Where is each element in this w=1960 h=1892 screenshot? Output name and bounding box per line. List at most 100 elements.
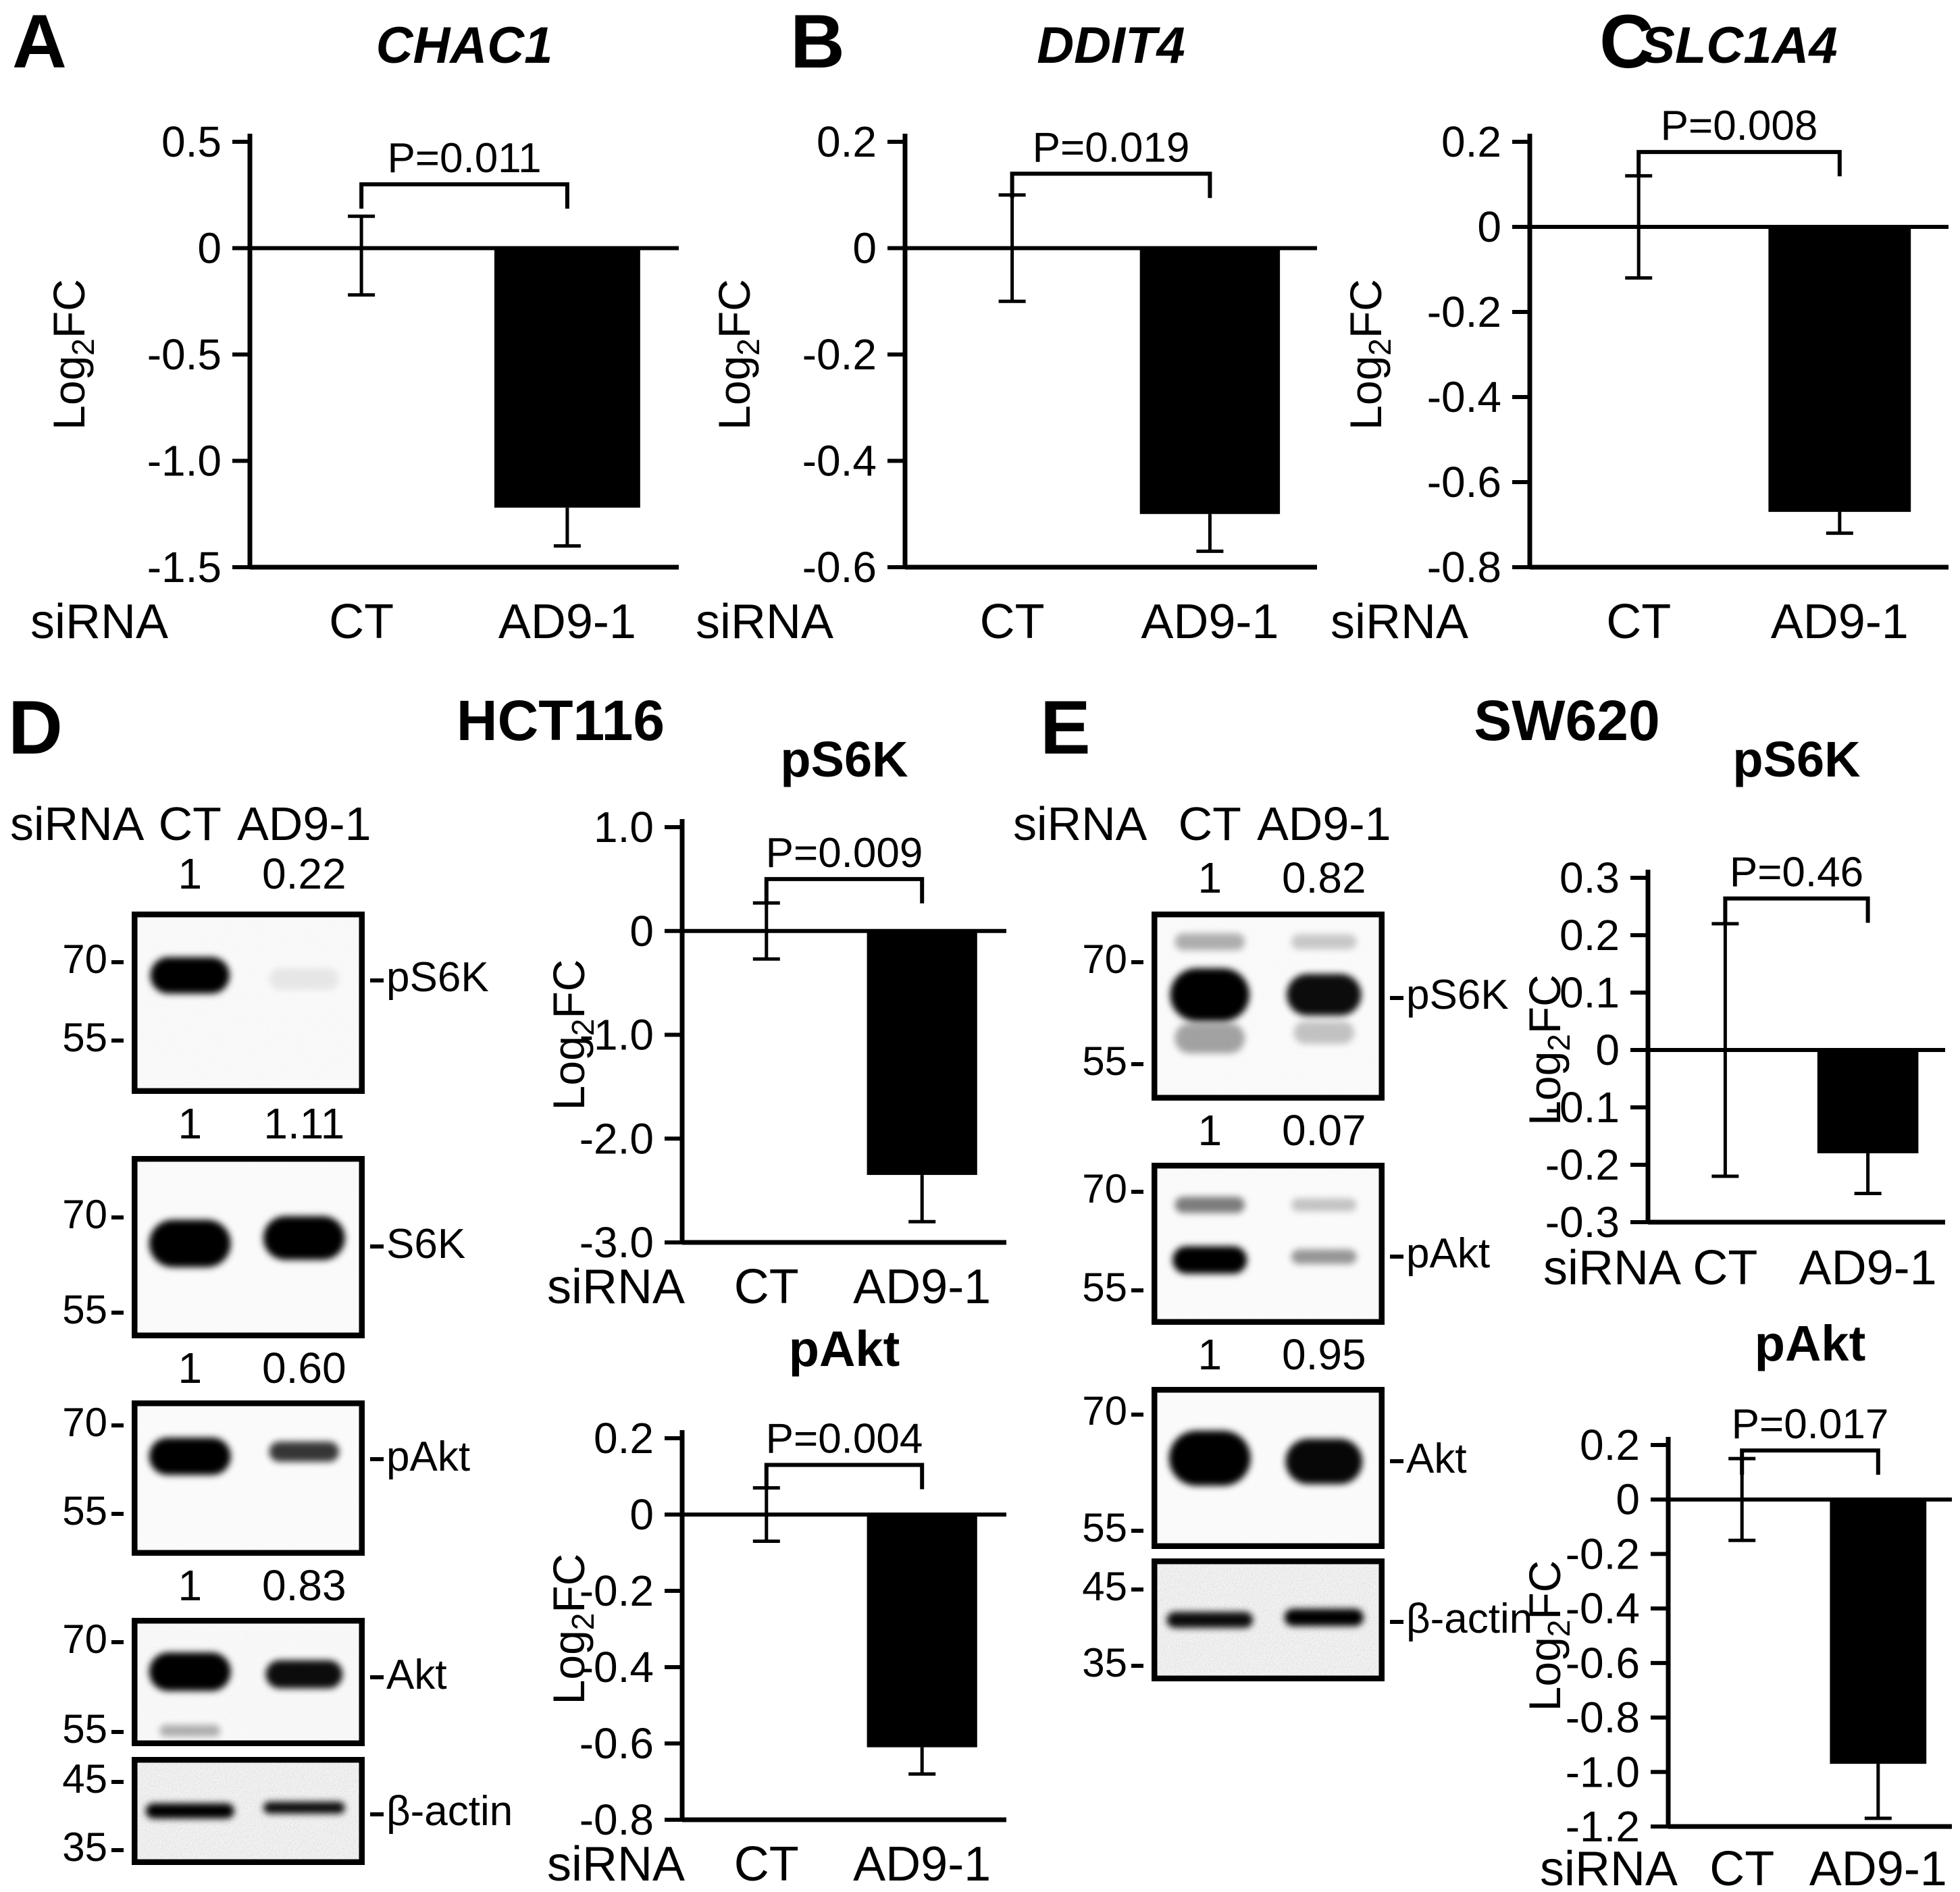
y-tick-label: 0 — [1595, 1026, 1620, 1074]
blot-image-pS6K — [1151, 911, 1385, 1104]
x-category-ct: CT — [1606, 595, 1671, 649]
x-category-ct: CT — [734, 1260, 799, 1314]
panel-label-c: C — [1599, 0, 1654, 84]
y-tick-label: -1.2 — [1566, 1802, 1640, 1851]
blot-image-beta-actin — [1151, 1558, 1385, 1685]
blot-lane-label: AD9-1 — [1257, 797, 1391, 850]
chart-title: CHAC1 — [376, 17, 553, 74]
blot-protein-label: S6K — [370, 1220, 466, 1267]
label-tick — [1390, 1255, 1403, 1259]
mw-marker-55: 55 — [1035, 1041, 1143, 1082]
y-tick-label: -0.4 — [1566, 1584, 1640, 1633]
blot-lane-label: CT — [1178, 797, 1241, 850]
chart-ddit4: DDIT4 0.2 0 -0.2 -0.4 -0.6 P=0.019 siRNA CT AD9-1… — [665, 10, 1320, 658]
y-tick-label: 0.3 — [1559, 853, 1620, 902]
mw-marker-value: 70 — [62, 1617, 107, 1662]
protein-band — [149, 1652, 231, 1691]
x-category-ad9-1: AD9-1 — [853, 1837, 991, 1891]
mw-marker-tick — [111, 1511, 124, 1516]
blot-noise — [1154, 1390, 1382, 1546]
y-axis-label: Log2FC — [544, 960, 600, 1111]
bar-chart-svg: pS6K 0.3 0.2 0.1 0 -0.1 -0.2 -0.3 P=0.46 siRNA CT A… — [1520, 731, 1945, 1295]
mw-marker-tick — [111, 1780, 124, 1785]
blot-image-S6K — [131, 1155, 365, 1342]
mw-marker-value: 55 — [1082, 1265, 1127, 1311]
bar-ad9-1 — [867, 930, 977, 1176]
chart-hct116-pakt: pAkt 0.2 0 -0.2 -0.4 -0.6 -0.8 P=0.004 siRNA CT AD… — [520, 1321, 1020, 1891]
y-tick-label: -1.5 — [147, 543, 222, 592]
blot-protein-label: pS6K — [370, 957, 489, 999]
p-value-label: P=0.009 — [766, 830, 923, 876]
x-category-ct: CT — [1709, 1842, 1774, 1891]
protein-band — [1291, 934, 1357, 949]
mw-marker-tick — [111, 1310, 124, 1315]
blot-protein-label: β-actin — [370, 1791, 513, 1833]
protein-band — [1293, 1021, 1355, 1044]
x-category-ad9-1: AD9-1 — [1141, 595, 1279, 649]
p-value-label: P=0.46 — [1730, 849, 1863, 896]
blot-svg — [131, 1400, 365, 1556]
blot-image-pAkt — [1151, 1162, 1385, 1328]
blot-protein-label: Akt — [370, 1654, 447, 1696]
protein-band — [159, 1725, 221, 1737]
blot-band-value: 1 — [178, 1344, 203, 1392]
mw-marker-tick — [1131, 1062, 1143, 1067]
protein-band — [263, 1802, 345, 1814]
protein-band — [1291, 1249, 1357, 1264]
mw-marker-55: 55 — [16, 1018, 124, 1058]
protein-name: S6K — [386, 1220, 466, 1267]
x-axis-prefix: siRNA — [1543, 1241, 1681, 1295]
p-value-label: P=0.011 — [387, 135, 541, 182]
y-tick-label: -0.8 — [579, 1795, 654, 1844]
y-tick-label: -0.4 — [802, 437, 877, 485]
blot-image-Akt — [131, 1617, 365, 1750]
significance-bracket — [1740, 1448, 1880, 1475]
bar-ad9-1 — [867, 1515, 977, 1748]
mw-marker-tick — [1131, 1663, 1143, 1668]
significance-bracket — [1636, 150, 1842, 177]
chart-sw620-ps6k: pS6K 0.3 0.2 0.1 0 -0.1 -0.2 -0.3 P=0.46 siRNA CT A… — [1506, 722, 1959, 1300]
y-tick-label: -0.2 — [802, 330, 877, 379]
bar-chart-svg: SLC1A4 0.2 0 -0.2 -0.4 -0.6 -0.8 P=0.008 siRNA CT… — [1331, 17, 1949, 649]
blot-band-value: 1 — [1197, 1106, 1222, 1155]
blot-border — [131, 1155, 365, 1339]
y-tick-label: -0.8 — [1566, 1693, 1640, 1742]
y-tick-label: 1.0 — [594, 803, 654, 851]
protein-band — [145, 1803, 234, 1819]
bar-ad9-1 — [1817, 1050, 1919, 1153]
label-tick — [370, 1244, 384, 1249]
mw-marker-tick — [111, 1848, 124, 1853]
protein-name: β-actin — [386, 1788, 513, 1835]
blot-background — [1152, 1558, 1385, 1681]
blot-lane-label: AD9-1 — [237, 797, 371, 850]
mw-marker-value: 70 — [1082, 1165, 1127, 1211]
protein-band — [1175, 933, 1245, 951]
y-tick-label: 0 — [852, 224, 877, 273]
y-axis-label: Log2FC — [1520, 974, 1576, 1126]
mw-marker-70: 70 — [1035, 1391, 1143, 1431]
p-value-label: P=0.008 — [1661, 103, 1818, 149]
y-tick-label: 0.2 — [594, 1414, 654, 1463]
mw-marker-value: 55 — [1082, 1039, 1127, 1084]
protein-band — [1175, 1197, 1245, 1213]
x-axis-prefix: siRNA — [1331, 595, 1468, 649]
y-tick-label: -3.0 — [579, 1218, 654, 1267]
protein-band — [1284, 1608, 1364, 1627]
mw-marker-value: 70 — [1082, 1388, 1127, 1434]
mw-marker-tick — [1131, 1288, 1143, 1293]
y-axis-label: Log2FC — [709, 279, 766, 430]
mw-marker-value: 55 — [62, 1015, 107, 1060]
protein-band — [263, 1216, 345, 1260]
significance-bracket — [764, 1463, 925, 1490]
mw-marker-35: 35 — [1035, 1642, 1143, 1683]
chart-title: DDIT4 — [1037, 17, 1185, 74]
y-axis-label: Log2FC — [1341, 279, 1397, 430]
significance-bracket — [1723, 896, 1870, 923]
protein-name: pS6K — [1406, 972, 1509, 1019]
y-tick-label: 0 — [1477, 203, 1501, 251]
blot-band-value: 1 — [1197, 853, 1222, 902]
blot-protein-label: pAkt — [370, 1436, 470, 1478]
protein-band — [1168, 1430, 1251, 1486]
blot-background — [1152, 1387, 1385, 1549]
